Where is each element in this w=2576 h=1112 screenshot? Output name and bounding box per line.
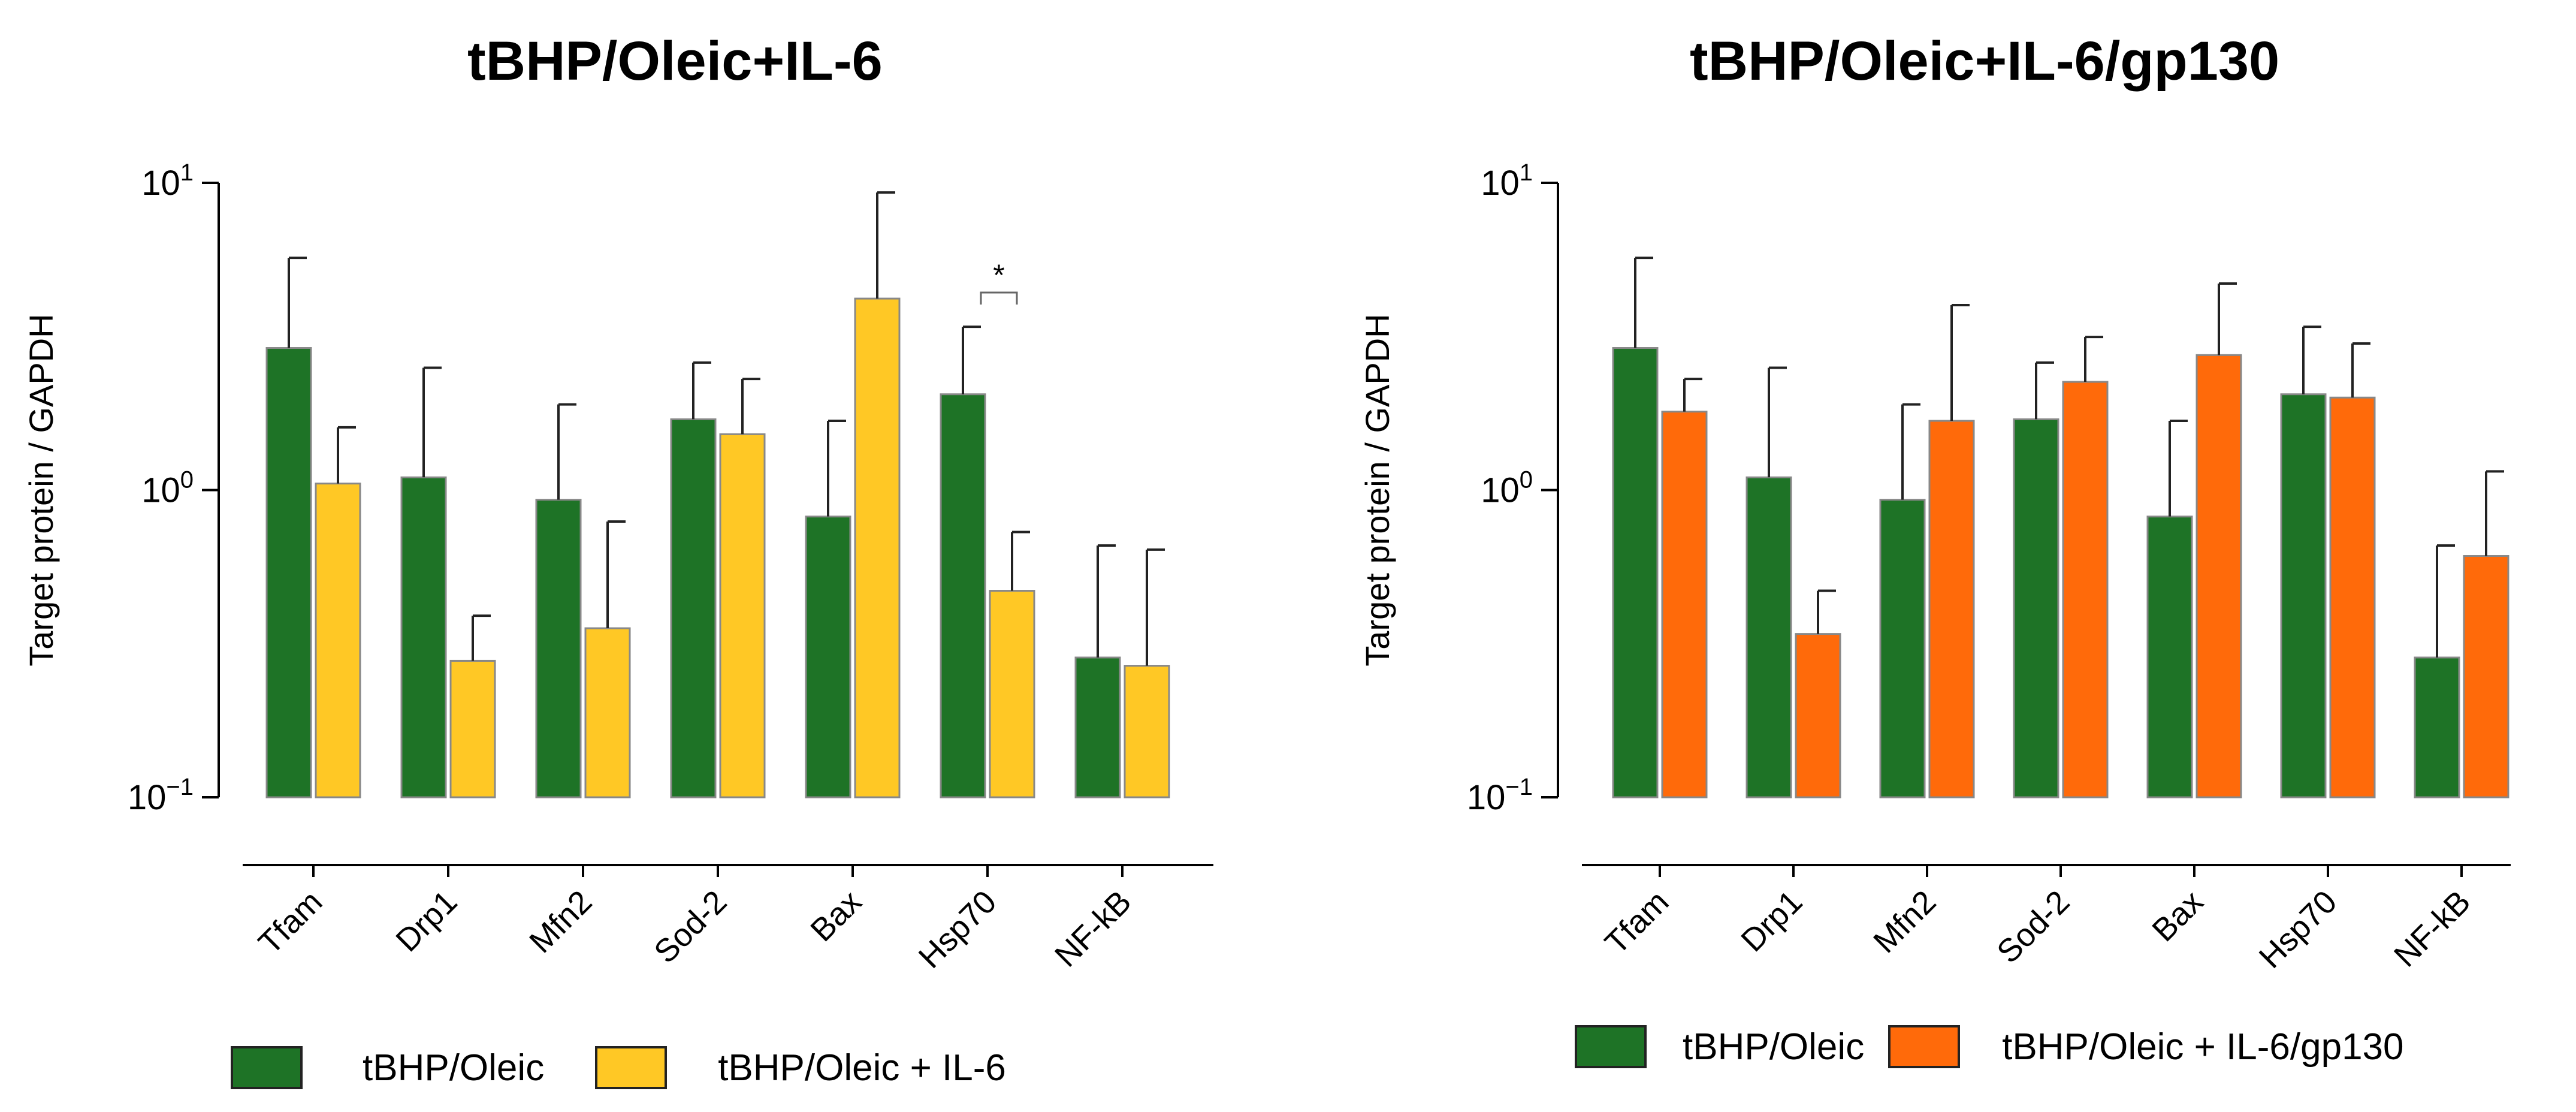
legend-label-tbhp-oleic-il6-gp130: tBHP/Oleic + IL-6/gp130 xyxy=(2002,1026,2404,1068)
bar-bax-series-1 xyxy=(805,516,851,798)
x-tick-label: Drp1 xyxy=(1734,884,1809,959)
bar-hsp70-series-2 xyxy=(2329,396,2376,798)
bar-bax-series-1 xyxy=(2146,516,2193,798)
bar-drp1-series-1 xyxy=(400,476,447,798)
bar-hsp70-series-1 xyxy=(940,393,986,798)
x-tick-label: Bax xyxy=(804,884,868,948)
legend-label-tbhp-oleic: tBHP/Oleic xyxy=(363,1047,545,1089)
chart-title-left: tBHP/Oleic+IL-6 xyxy=(467,31,883,92)
legend-right: tBHP/Oleic tBHP/Oleic + IL-6/gp130 xyxy=(1575,1025,2404,1068)
bar-drp1-series-1 xyxy=(1745,476,1792,798)
bar-bax-series-2 xyxy=(854,297,901,798)
bar-hsp70-series-2 xyxy=(989,590,1035,798)
bar-sod-2-series-2 xyxy=(719,433,766,798)
significance-bracket xyxy=(980,291,1018,305)
bar-tfam-series-1 xyxy=(265,347,312,798)
x-tick-label: Sod-2 xyxy=(647,884,733,970)
bar-tfam-series-2 xyxy=(1661,411,1708,798)
x-tick-label: Mfn2 xyxy=(1867,884,1943,960)
legend-left: tBHP/Oleic tBHP/Oleic + IL-6 xyxy=(231,1046,1006,1089)
x-tick-label: Hsp70 xyxy=(912,884,1004,975)
x-tick-label: Tfam xyxy=(252,884,329,961)
bar-nf-kb-series-2 xyxy=(2463,555,2509,798)
bar-mfn2-series-1 xyxy=(535,499,582,798)
legend-swatch-green xyxy=(1575,1025,1647,1068)
y-tick-label: 101 xyxy=(1481,159,1533,203)
bar-nf-kb-series-1 xyxy=(1074,656,1121,798)
y-tick-label: 100 xyxy=(1481,467,1533,510)
x-tick-label: Hsp70 xyxy=(2252,884,2344,975)
bar-mfn2-series-2 xyxy=(1928,420,1975,798)
legend-label-tbhp-oleic-il6: tBHP/Oleic + IL-6 xyxy=(718,1047,1006,1089)
legend-swatch-yellow xyxy=(595,1046,668,1089)
y-tick-label: 100 xyxy=(141,467,194,510)
x-tick-label: NF-kB xyxy=(2387,884,2478,974)
bar-sod-2-series-2 xyxy=(2062,381,2109,798)
significance-marker: * xyxy=(993,258,1004,292)
x-tick-label: Sod-2 xyxy=(1990,884,2076,970)
legend-label-tbhp-oleic: tBHP/Oleic xyxy=(1683,1026,1865,1068)
bar-drp1-series-2 xyxy=(1795,633,1841,798)
y-tick-label: 101 xyxy=(141,159,194,203)
y-axis-label: Target protein / GAPDH xyxy=(1358,314,1396,666)
x-tick-label: Tfam xyxy=(1598,884,1675,961)
legend-swatch-orange xyxy=(1888,1025,1961,1068)
chart-title-right: tBHP/Oleic+IL-6/gp130 xyxy=(1690,31,2280,92)
bar-sod-2-series-1 xyxy=(2013,418,2059,798)
bar-sod-2-series-1 xyxy=(670,418,717,798)
bar-nf-kb-series-1 xyxy=(2414,656,2460,798)
bar-tfam-series-1 xyxy=(1612,347,1659,798)
bar-bax-series-2 xyxy=(2196,354,2242,798)
bar-mfn2-series-2 xyxy=(584,627,631,798)
x-tick-label: Bax xyxy=(2145,884,2210,948)
x-tick-label: Mfn2 xyxy=(523,884,599,960)
x-tick-label: Drp1 xyxy=(389,884,464,959)
x-tick-label: NF-kB xyxy=(1048,884,1138,974)
y-tick-label: 10−1 xyxy=(1467,774,1533,817)
y-tick-label: 10−1 xyxy=(128,774,194,817)
bar-mfn2-series-1 xyxy=(1879,499,1926,798)
bar-drp1-series-2 xyxy=(449,659,496,798)
y-axis-label: Target protein / GAPDH xyxy=(22,314,60,666)
legend-swatch-green xyxy=(231,1046,303,1089)
bar-tfam-series-2 xyxy=(315,483,361,798)
bar-hsp70-series-1 xyxy=(2280,393,2327,798)
bar-nf-kb-series-2 xyxy=(1124,665,1170,798)
